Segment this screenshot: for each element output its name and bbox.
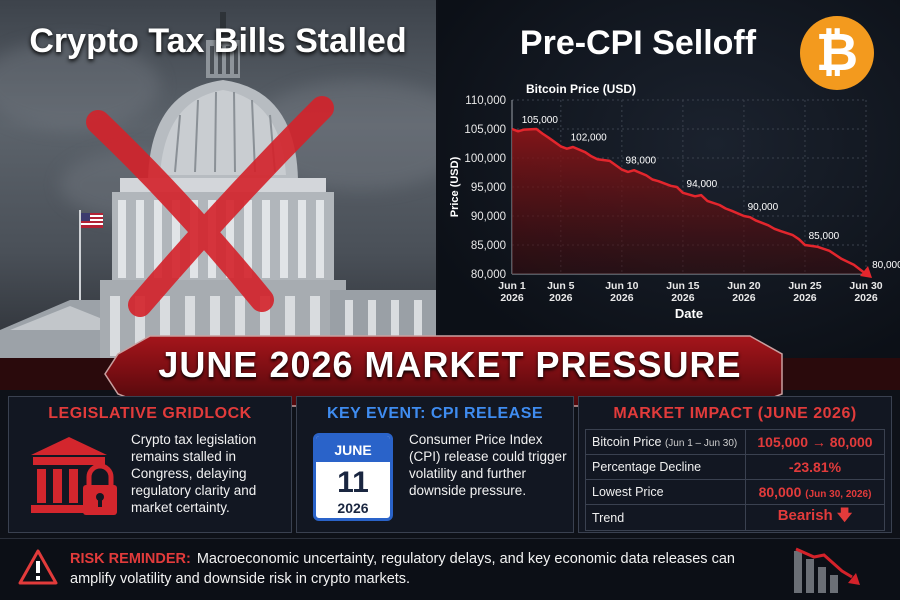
row-label: Percentage Decline (592, 460, 702, 474)
y-tick-label: 105,000 (464, 124, 506, 136)
y-tick-label: 80,000 (471, 269, 506, 281)
market-impact-title: MARKET IMPACT (JUNE 2026) (613, 405, 857, 422)
market-impact-table: Bitcoin Price (Jun 1 – Jun 30) 105,000 →… (585, 429, 885, 531)
us-flag-icon (81, 213, 103, 228)
data-label: 90,000 (748, 202, 779, 213)
x-tick-label: Jun 25 (788, 280, 821, 292)
price-line (511, 127, 867, 275)
x-tick-year: 2026 (671, 292, 695, 304)
key-event-text: Consumer Price Index (CPI) release could… (409, 432, 567, 498)
data-label: 80,000 (872, 260, 900, 271)
x-tick-year: 2026 (500, 292, 524, 304)
y-tick-label: 85,000 (471, 240, 506, 252)
x-tick-label: Jun 15 (666, 280, 699, 292)
right-panel-title: Pre-CPI Selloff (519, 24, 757, 62)
row-value-sub: (Jun 30, 2026) (805, 489, 872, 500)
calendar-icon: JUNE 11 2026 (313, 433, 393, 521)
x-axis-label: Date (675, 306, 703, 321)
declining-chart-icon (794, 547, 860, 593)
legislative-text: Crypto tax legislation remains stalled i… (131, 432, 257, 515)
row-label: Lowest Price (592, 485, 664, 499)
x-tick-year: 2026 (610, 292, 634, 304)
table-row: Lowest Price 80,000 (Jun 30, 2026) (585, 479, 885, 505)
risk-body: Macroeconomic uncertainty, regulatory de… (70, 551, 735, 587)
row-label-sub: (Jun 1 – Jun 30) (664, 438, 738, 449)
banner-title: JUNE 2026 MARKET PRESSURE (158, 344, 742, 385)
calendar-day: 11 (337, 466, 369, 499)
banner-ribbon (0, 335, 900, 407)
warning-icon (18, 549, 58, 585)
data-label: 85,000 (809, 231, 840, 242)
y-tick-label: 90,000 (471, 211, 506, 223)
row-value: 105,000 → 80,000 (757, 434, 873, 450)
data-label: 105,000 (522, 115, 559, 126)
cloud (0, 40, 160, 130)
risk-reminder-text: RISK REMINDER: Macroeconomic uncertainty,… (70, 549, 780, 589)
chart-title: Bitcoin Price (USD) (526, 82, 636, 96)
data-label: 102,000 (571, 132, 608, 143)
table-row: Percentage Decline -23.81% (585, 454, 885, 480)
row-value: -23.81% (788, 459, 842, 475)
table-row: Bitcoin Price (Jun 1 – Jun 30) 105,000 →… (585, 429, 885, 455)
bitcoin-price-chart: 110,000 105,000 100,000 95,000 90,000 85,000 8… (449, 82, 900, 321)
x-tick-year: 2026 (732, 292, 756, 304)
x-tick-label: Jun 30 (849, 280, 882, 292)
row-value: 80,000 (758, 484, 802, 500)
y-axis-label: Price (USD) (449, 156, 461, 217)
calendar-year: 2026 (337, 500, 369, 516)
row-label: Bitcoin Price (592, 435, 662, 449)
x-tick-year: 2026 (549, 292, 573, 304)
x-tick-year: 2026 (793, 292, 817, 304)
y-tick-label: 100,000 (464, 153, 506, 165)
x-tick-label: Jun 5 (547, 280, 575, 292)
data-label: 94,000 (687, 179, 718, 190)
x-tick-label: Jun 20 (727, 280, 760, 292)
trend-arrow-icon (860, 266, 872, 278)
legislative-gridlock-panel: LEGISLATIVE GRIDLOCK Crypto tax legislat… (8, 396, 292, 533)
market-impact-panel: MARKET IMPACT (JUNE 2026) Bitcoin Price … (578, 396, 892, 533)
x-tick-label: Jun 10 (605, 280, 638, 292)
row-label: Trend (592, 510, 625, 525)
government-lock-icon (31, 437, 117, 515)
key-event-panel: KEY EVENT: CPI RELEASE JUNE 11 2026 Cons… (296, 396, 574, 533)
stalled-x-icon (86, 96, 334, 317)
x-tick-year: 2026 (854, 292, 878, 304)
table-row: Trend Bearish 🡇 (585, 504, 885, 531)
calendar-month: JUNE (316, 436, 390, 462)
left-panel-title: Crypto Tax Bills Stalled (29, 22, 407, 60)
capitol-building-image (0, 12, 436, 360)
row-value: Bearish (777, 507, 833, 524)
x-tick-label: Jun 1 (498, 280, 526, 292)
capitol-panel: Crypto Tax Bills Stalled (0, 0, 436, 360)
y-tick-label: 95,000 (471, 182, 506, 194)
down-arrow-icon: 🡇 (836, 507, 853, 524)
bitcoin-logo-icon: ₿ (800, 16, 874, 90)
legislative-title: LEGISLATIVE GRIDLOCK (48, 405, 252, 422)
y-tick-label: 110,000 (465, 95, 506, 107)
chart-panel: Pre-CPI Selloff ₿ 110,000 105,000 100,000 9… (438, 0, 900, 360)
risk-reminder-bar: RISK REMINDER: Macroeconomic uncertainty,… (0, 538, 900, 600)
data-label: 98,000 (626, 156, 657, 167)
key-event-title: KEY EVENT: CPI RELEASE (326, 405, 544, 422)
price-area (512, 129, 866, 274)
risk-label: RISK REMINDER: (70, 551, 191, 567)
